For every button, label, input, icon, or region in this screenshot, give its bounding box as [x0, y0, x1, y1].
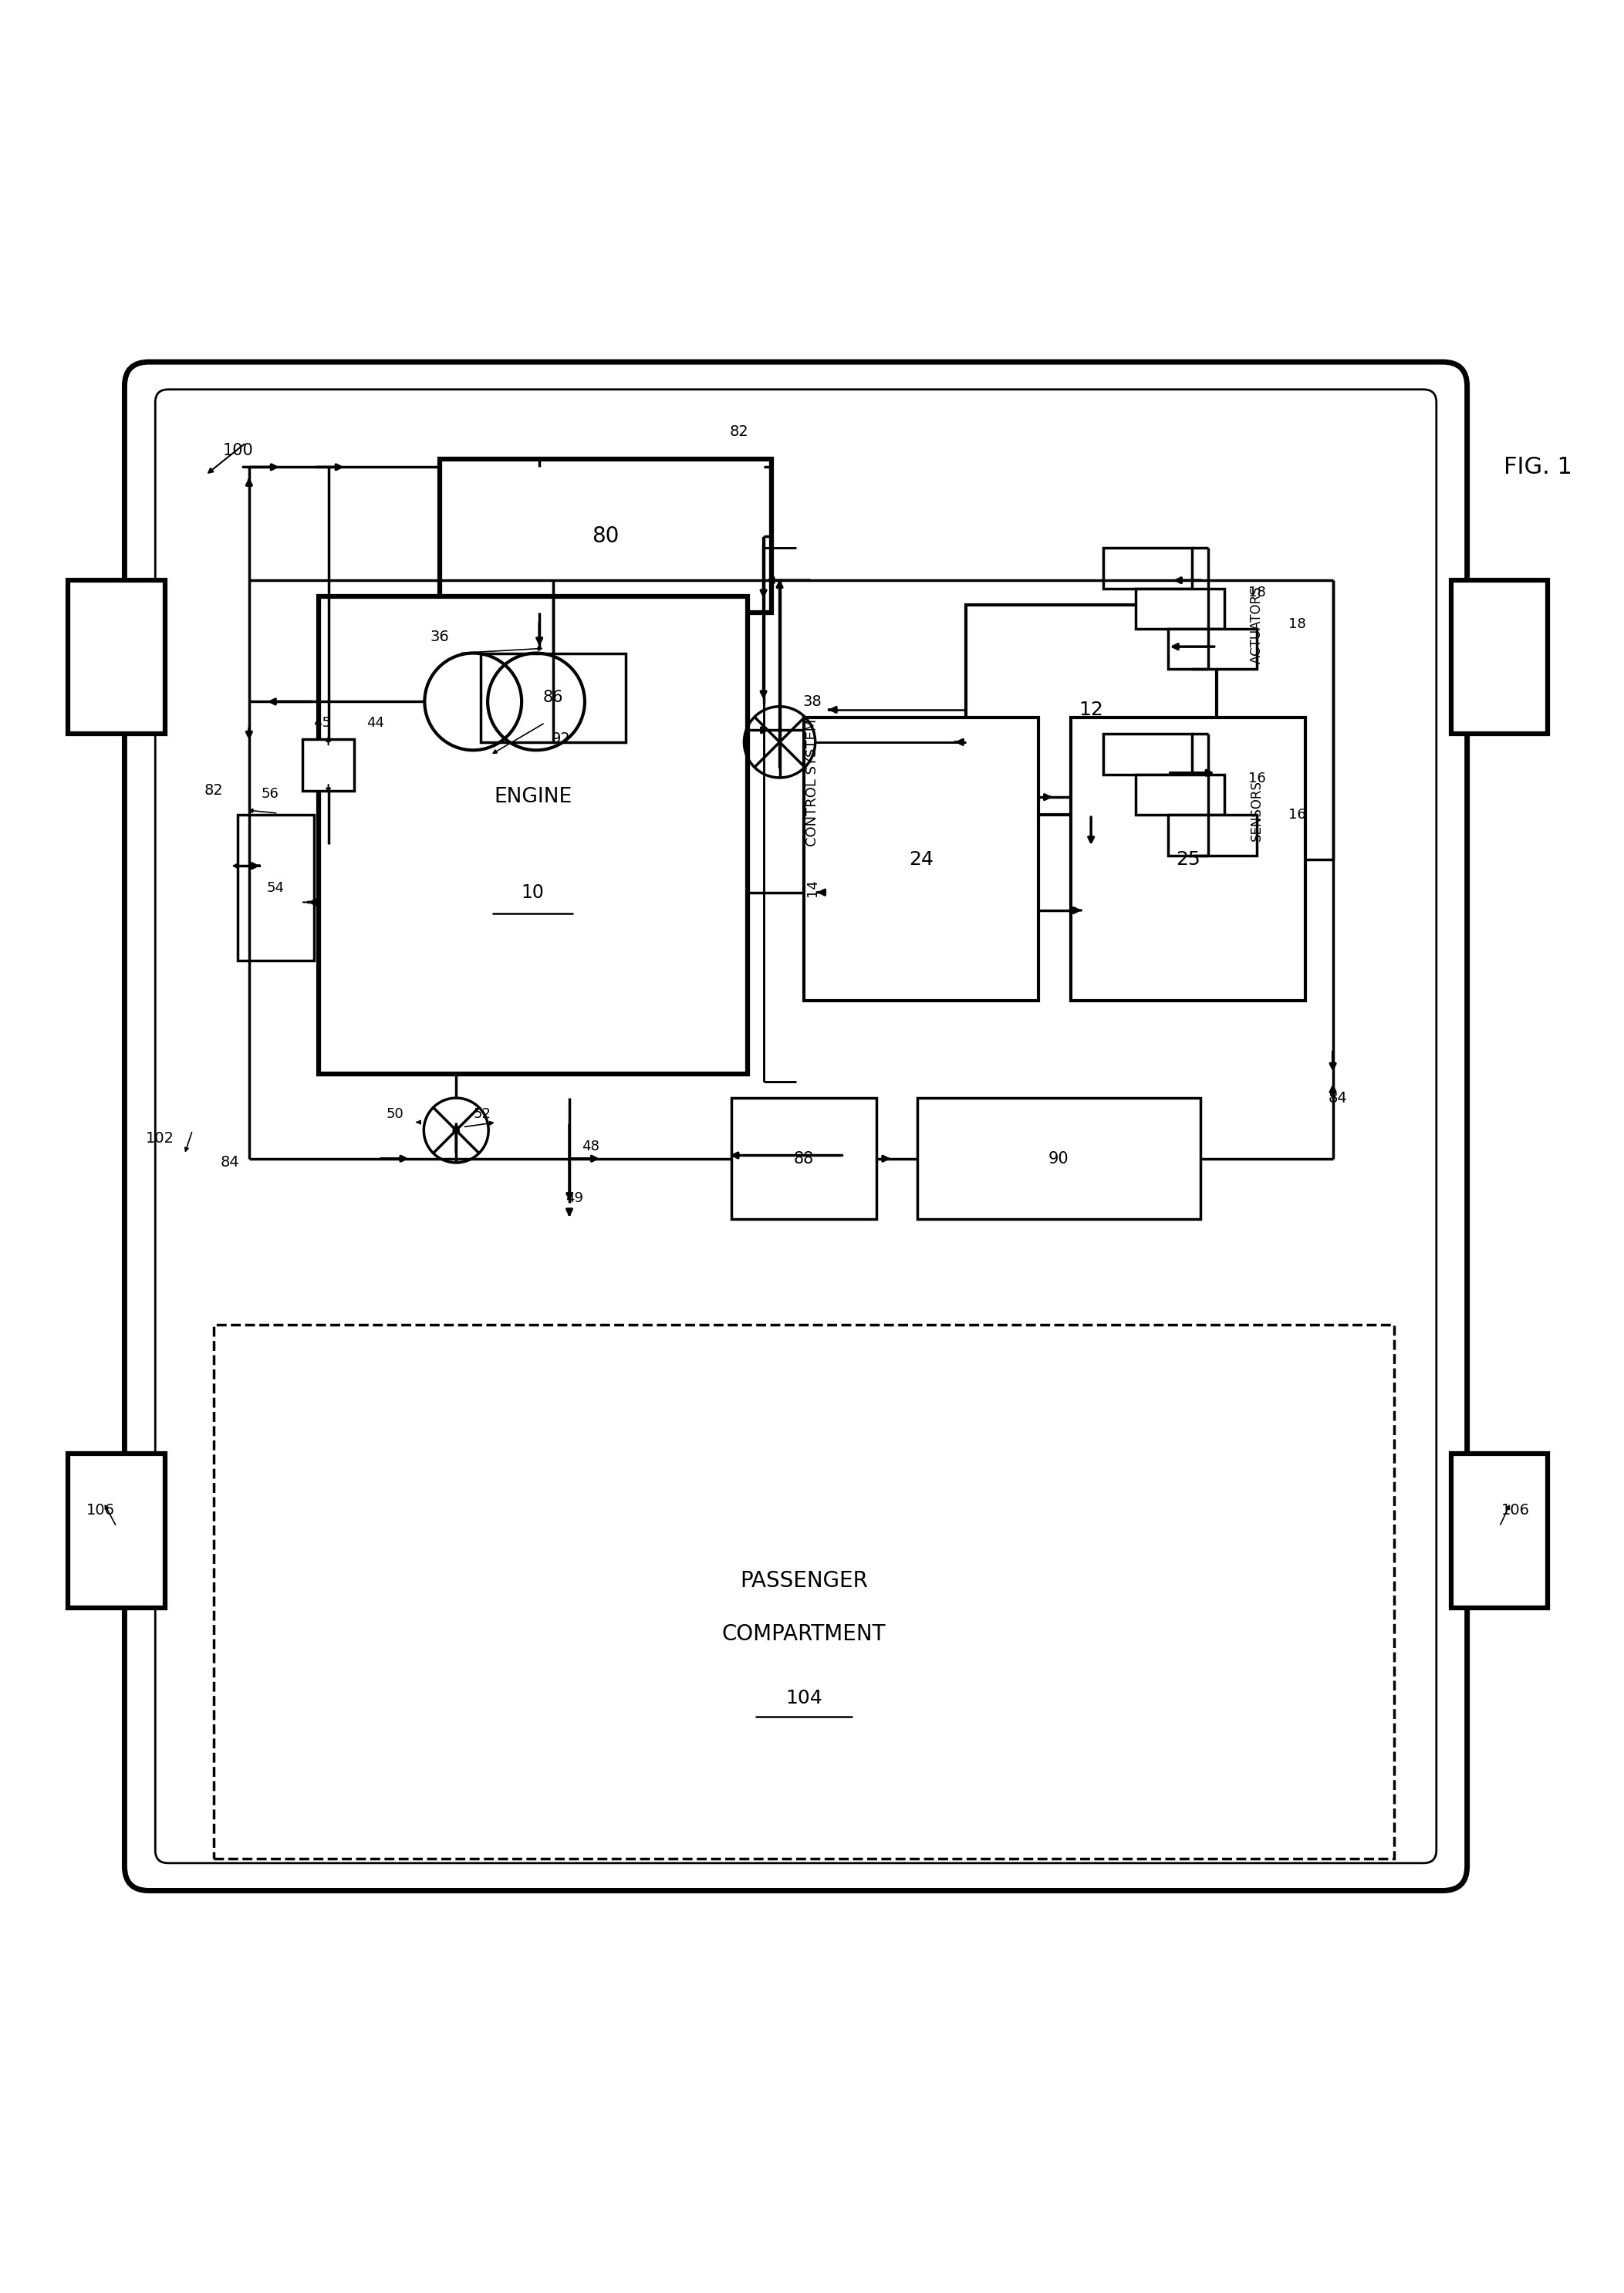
Text: 14: 14 — [806, 878, 818, 897]
Bar — [318, 596, 747, 1073]
Text: 86: 86 — [542, 690, 564, 706]
Text: FIG. 1: FIG. 1 — [1504, 456, 1572, 479]
Bar — [1103, 734, 1192, 775]
Text: 18: 18 — [1249, 585, 1265, 598]
Text: 102: 102 — [146, 1130, 174, 1146]
Text: 49: 49 — [565, 1192, 583, 1206]
Text: 56: 56 — [261, 786, 279, 800]
Bar — [804, 718, 1038, 1002]
Bar — [918, 1098, 1200, 1220]
Text: ENGINE: ENGINE — [494, 786, 572, 807]
Bar — [68, 580, 166, 734]
FancyBboxPatch shape — [156, 390, 1436, 1864]
Bar — [481, 654, 625, 743]
Bar — [68, 1454, 166, 1607]
Text: 84: 84 — [221, 1156, 239, 1169]
Bar — [731, 1098, 877, 1220]
FancyBboxPatch shape — [125, 362, 1466, 1892]
Text: 80: 80 — [593, 525, 619, 546]
Text: 106: 106 — [1501, 1504, 1530, 1518]
Bar — [1450, 580, 1548, 734]
Text: PASSENGER: PASSENGER — [741, 1571, 867, 1591]
Text: 88: 88 — [794, 1151, 814, 1167]
Bar — [966, 605, 1216, 814]
Text: 54: 54 — [266, 881, 284, 894]
Text: 16: 16 — [1249, 770, 1265, 786]
Text: 12: 12 — [1078, 699, 1103, 720]
Bar — [237, 814, 313, 961]
Text: CONTROL SYSTEM: CONTROL SYSTEM — [806, 718, 818, 846]
Bar — [302, 738, 354, 791]
Text: 36: 36 — [430, 631, 450, 644]
Bar — [1135, 775, 1224, 814]
Text: 90: 90 — [1049, 1151, 1069, 1167]
Text: 16: 16 — [1288, 807, 1306, 821]
Text: COMPARTMENT: COMPARTMENT — [723, 1623, 885, 1644]
Text: 84: 84 — [1328, 1091, 1348, 1105]
Bar — [1450, 1454, 1548, 1607]
Text: 104: 104 — [786, 1690, 822, 1708]
Bar — [213, 1325, 1395, 1857]
Text: ACTUATORS: ACTUATORS — [1250, 587, 1263, 663]
Bar — [1103, 548, 1192, 589]
Text: 38: 38 — [802, 695, 822, 709]
Text: 10: 10 — [521, 883, 544, 901]
Text: 44: 44 — [367, 715, 385, 729]
Text: 24: 24 — [909, 851, 934, 869]
Bar — [1070, 718, 1306, 1002]
Text: 92: 92 — [552, 731, 570, 745]
Text: 52: 52 — [473, 1108, 490, 1121]
Bar — [1168, 814, 1257, 855]
Text: 106: 106 — [86, 1504, 115, 1518]
Text: 82: 82 — [205, 784, 222, 798]
Text: 25: 25 — [1176, 851, 1200, 869]
Text: 82: 82 — [729, 424, 749, 438]
Text: 45: 45 — [313, 715, 331, 729]
Text: 50: 50 — [387, 1108, 403, 1121]
Text: 48: 48 — [581, 1140, 599, 1153]
Bar — [440, 459, 771, 612]
Bar — [1168, 628, 1257, 670]
Bar — [1135, 589, 1224, 628]
Text: 18: 18 — [1288, 617, 1306, 631]
Text: 100: 100 — [222, 443, 253, 459]
Text: SENSORS: SENSORS — [1250, 780, 1263, 842]
